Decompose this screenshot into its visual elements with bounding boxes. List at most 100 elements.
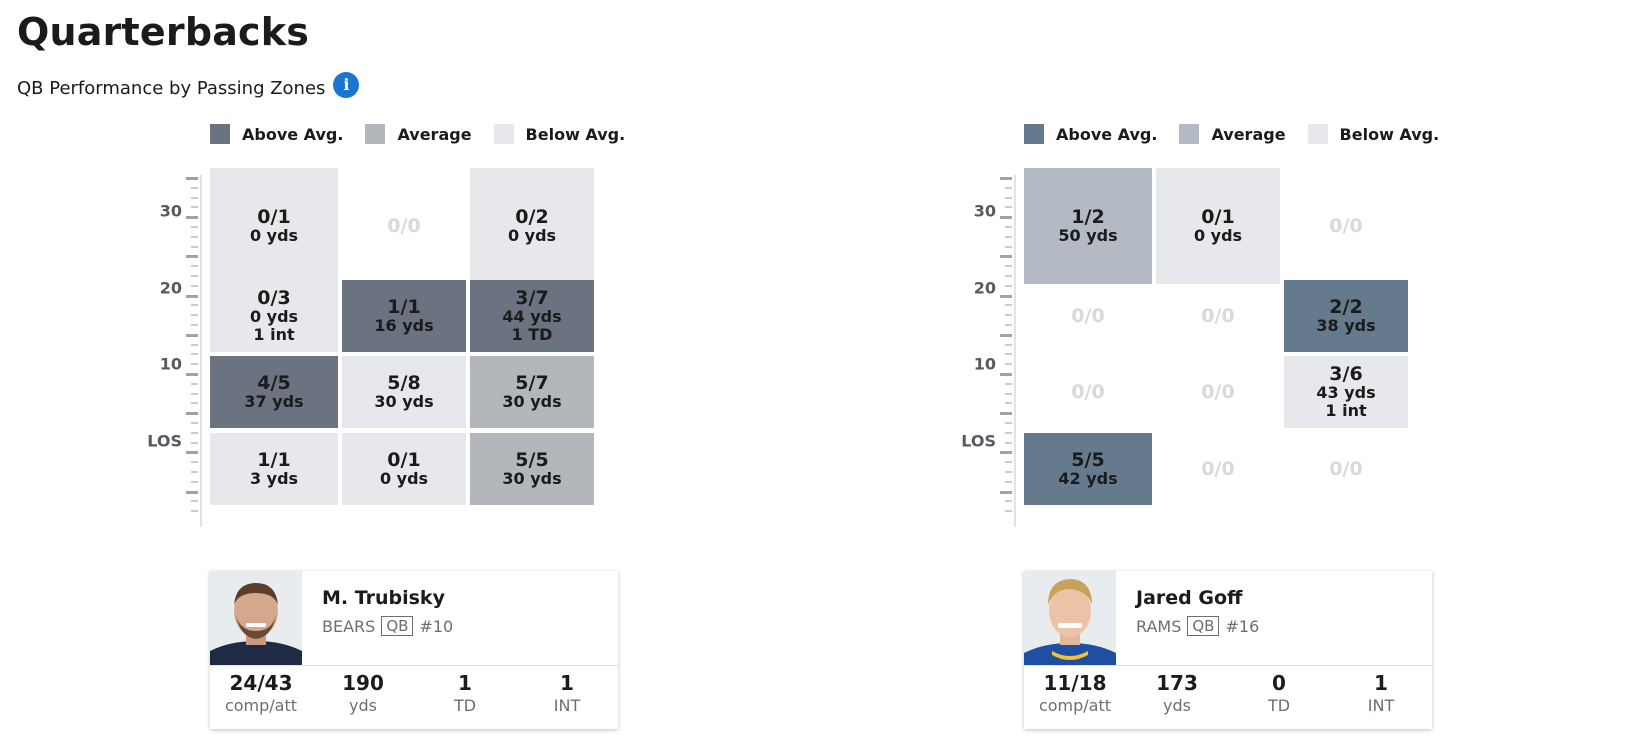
axis-label: 30 [159, 201, 182, 221]
axis-tick-minor [1005, 284, 1012, 287]
legend-swatch-below [493, 124, 514, 144]
zone-yards: 0 yds [507, 226, 557, 245]
zone-comp-att: 1/1 [257, 449, 291, 471]
legend-label-above: Above Avg. [1056, 124, 1158, 144]
zone-cell[interactable]: 0/1 0 yds [1156, 168, 1280, 284]
axis-tick-minor [191, 510, 198, 513]
legend-average: Average [1179, 124, 1286, 144]
stat-label: TD [1267, 696, 1291, 715]
axis-tick-minor [191, 235, 198, 238]
axis-tick-minor [191, 441, 198, 444]
axis-tick-minor [191, 422, 198, 424]
axis-line [1014, 175, 1016, 527]
zone-cell[interactable]: 0/0 [1284, 168, 1408, 284]
axis-tick-minor [1005, 500, 1012, 503]
zone-cell[interactable]: 1/1 16 yds [342, 280, 466, 352]
axis-tick-minor [1005, 461, 1012, 464]
zone-cell[interactable]: 0/0 [342, 168, 466, 284]
stat-yds: 190 yds [312, 671, 414, 717]
zone-comp-att: 2/2 [1329, 296, 1363, 318]
zone-yards: 30 yds [502, 392, 562, 411]
axis-tick-minor [191, 304, 198, 307]
axis-tick-major [186, 255, 198, 259]
zone-cell[interactable]: 1/1 3 yds [210, 433, 338, 505]
zone-extra: 1 int [253, 325, 295, 344]
axis-tick-major [186, 216, 198, 220]
info-icon[interactable]: i [333, 71, 360, 98]
zone-yards: 37 yds [244, 392, 304, 411]
zone-comp-att: 0/1 [1201, 206, 1235, 228]
player-card[interactable]: M. Trubisky BEARS QB #10 24/43 comp/att … [210, 571, 618, 729]
axis-line [200, 175, 202, 527]
stat-label: yds [349, 696, 377, 715]
zone-cell[interactable]: 0/0 [1284, 433, 1408, 505]
stat-td: 1 TD [414, 671, 516, 717]
zone-cell[interactable]: 4/5 37 yds [210, 356, 338, 428]
player-team: RAMS [1136, 616, 1182, 636]
axis-tick-minor [1005, 235, 1012, 238]
legend-swatch-above [1024, 124, 1044, 144]
axis-tick-minor [1005, 186, 1012, 189]
player-headshot [1024, 571, 1116, 665]
zone-cell[interactable]: 1/2 50 yds [1024, 168, 1152, 284]
zone-comp-att: 5/7 [515, 372, 549, 394]
axis-tick-major [186, 177, 198, 180]
zone-grid: 1/2 50 yds 0/1 0 yds 0/0 0/0 0/0 2/2 38 yds 0/0 0/… [1024, 168, 1434, 543]
zone-cell[interactable]: 3/7 44 yds 1 TD [470, 280, 594, 352]
axis-label: LOS [961, 431, 996, 450]
player-name[interactable]: Jared Goff [1136, 587, 1243, 609]
zone-cell[interactable]: 0/0 [1024, 280, 1152, 352]
axis-tick-major [1000, 412, 1012, 416]
axis-tick-minor [1005, 226, 1012, 228]
zone-cell[interactable]: 0/0 [1024, 356, 1152, 428]
axis-tick-minor [191, 265, 198, 268]
zone-cell[interactable]: 0/0 [1156, 356, 1280, 428]
legend-label-below: Below Avg. [1339, 124, 1440, 144]
zone-yards: 0 yds [1193, 226, 1243, 245]
stat-value: 190 [342, 671, 384, 695]
zone-cell[interactable]: 0/1 0 yds [210, 168, 338, 284]
axis-tick-minor [191, 382, 198, 385]
axis-label: LOS [147, 431, 182, 450]
zone-cell[interactable]: 0/2 0 yds [470, 168, 594, 284]
stat-label: TD [453, 696, 477, 715]
axis-tick-minor [191, 500, 198, 503]
position-badge: QB [1187, 616, 1220, 636]
player-stats: 11/18 comp/att 173 yds 0 TD 1 INT [1024, 671, 1432, 717]
stat-int: 1 INT [1330, 671, 1432, 717]
axis-tick-minor [191, 471, 198, 473]
stat-int: 1 INT [516, 671, 618, 717]
axis-tick-minor [1005, 265, 1012, 268]
legend: Above Avg. Average Below Avg. [210, 124, 647, 144]
legend-label-average: Average [1211, 124, 1286, 144]
player-name[interactable]: M. Trubisky [322, 587, 445, 609]
axis-tick-minor [191, 392, 198, 395]
zone-cell[interactable]: 5/5 30 yds [470, 433, 594, 505]
stat-value: 24/43 [229, 671, 293, 695]
player-card[interactable]: Jared Goff RAMS QB #16 11/18 comp/att 17… [1024, 571, 1432, 729]
zone-comp-att: 0/0 [1201, 458, 1235, 480]
zone-cell[interactable]: 0/3 0 yds 1 int [210, 280, 338, 352]
zone-cell[interactable]: 5/8 30 yds [342, 356, 466, 428]
zone-cell[interactable]: 2/2 38 yds [1284, 280, 1408, 352]
zone-cell[interactable]: 0/0 [1156, 433, 1280, 505]
legend-average: Average [365, 124, 472, 144]
zone-cell[interactable]: 3/6 43 yds 1 int [1284, 356, 1408, 428]
zone-comp-att: 0/1 [387, 449, 421, 471]
axis-tick-minor [1005, 343, 1012, 346]
legend-above: Above Avg. [210, 124, 343, 144]
legend-above: Above Avg. [1024, 124, 1157, 144]
axis-tick-major [1000, 216, 1012, 220]
zone-grid: 0/1 0 yds 0/0 0/2 0 yds 0/3 0 yds 1 int 1/1 16 yd… [210, 168, 620, 543]
zone-cell[interactable]: 0/0 [1156, 280, 1280, 352]
zone-cell[interactable]: 0/1 0 yds [342, 433, 466, 505]
zone-cell[interactable]: 5/5 42 yds [1024, 433, 1152, 505]
axis-tick-minor [191, 284, 198, 287]
axis-tick-minor [1005, 382, 1012, 385]
zone-comp-att: 0/3 [257, 287, 291, 309]
axis-tick-minor [1005, 471, 1012, 473]
zone-cell[interactable]: 5/7 30 yds [470, 356, 594, 428]
axis-tick-major [1000, 451, 1012, 455]
axis-tick-minor [191, 353, 198, 356]
player-meta: RAMS QB #16 [1136, 616, 1259, 636]
